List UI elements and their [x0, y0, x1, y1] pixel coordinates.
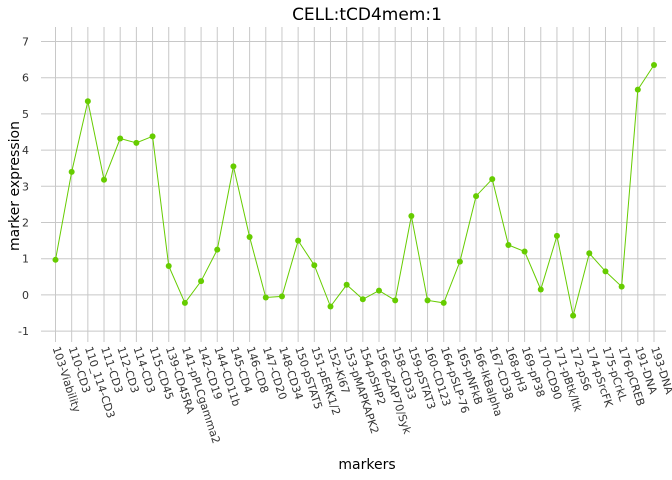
- y-axis-title: marker expression: [7, 121, 23, 251]
- data-point: [570, 312, 577, 319]
- data-point: [440, 299, 447, 306]
- data-point: [214, 246, 221, 253]
- data-point: [586, 250, 593, 257]
- chart-title: CELL:tCD4mem:1: [292, 5, 442, 25]
- data-point: [634, 86, 641, 93]
- data-point: [262, 294, 269, 301]
- data-point: [52, 256, 59, 263]
- data-point: [278, 293, 285, 300]
- series-points: [52, 62, 657, 319]
- y-tick-label: -1: [18, 325, 29, 338]
- data-point: [295, 237, 302, 244]
- data-point: [149, 133, 156, 140]
- data-point: [101, 176, 108, 183]
- data-point: [359, 296, 366, 303]
- data-point: [618, 283, 625, 290]
- y-tick-label: 7: [22, 35, 29, 48]
- data-point: [392, 297, 399, 304]
- data-point: [343, 281, 350, 288]
- data-point: [602, 268, 609, 275]
- data-point: [553, 232, 560, 239]
- x-gridlines: [55, 27, 655, 342]
- y-tick-label: 0: [22, 289, 29, 302]
- data-point: [198, 278, 205, 285]
- data-point: [651, 62, 657, 69]
- y-tick-label: 1: [22, 253, 29, 266]
- data-point: [456, 258, 463, 265]
- y-tick-label: 4: [22, 144, 29, 157]
- data-point: [473, 193, 480, 200]
- data-point: [489, 176, 496, 183]
- y-tick-label: 2: [22, 217, 29, 230]
- data-point: [311, 262, 318, 269]
- data-point: [133, 139, 140, 146]
- data-point: [230, 163, 237, 170]
- series-line: [55, 64, 655, 316]
- data-point: [424, 297, 431, 304]
- y-axis-tick-labels: -1 0 1 2 3 4 5 6 7: [18, 35, 29, 338]
- data-point: [165, 262, 172, 269]
- data-point: [181, 299, 188, 306]
- data-point: [327, 303, 334, 310]
- data-point: [537, 286, 544, 293]
- data-point: [68, 168, 75, 175]
- y-gridlines: [41, 40, 666, 332]
- data-point: [117, 135, 124, 142]
- data-point: [408, 213, 415, 219]
- y-tick-label: 6: [22, 72, 29, 85]
- data-point: [246, 234, 253, 240]
- data-point: [376, 287, 383, 294]
- data-point: [521, 248, 528, 255]
- data-point: [84, 98, 91, 105]
- y-tick-label: 5: [22, 108, 29, 121]
- x-axis-title: markers: [338, 457, 395, 473]
- x-axis-tick-labels: 103-Viability110-CD3110_114-CD3111-CD311…: [50, 345, 672, 445]
- data-point: [505, 241, 512, 248]
- y-tick-label: 3: [22, 180, 29, 193]
